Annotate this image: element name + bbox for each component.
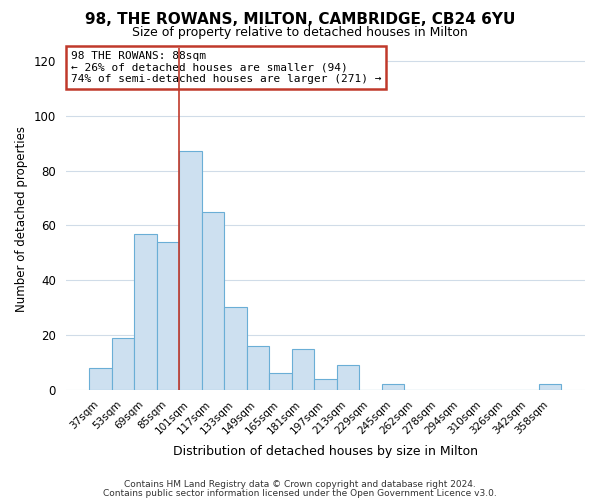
- Bar: [292, 348, 314, 390]
- Bar: [157, 242, 179, 390]
- Text: 98 THE ROWANS: 88sqm
← 26% of detached houses are smaller (94)
74% of semi-detac: 98 THE ROWANS: 88sqm ← 26% of detached h…: [71, 51, 382, 84]
- Bar: [179, 152, 202, 390]
- Bar: [247, 346, 269, 390]
- Bar: [89, 368, 112, 390]
- X-axis label: Distribution of detached houses by size in Milton: Distribution of detached houses by size …: [173, 444, 478, 458]
- Text: 98, THE ROWANS, MILTON, CAMBRIDGE, CB24 6YU: 98, THE ROWANS, MILTON, CAMBRIDGE, CB24 …: [85, 12, 515, 28]
- Text: Contains HM Land Registry data © Crown copyright and database right 2024.: Contains HM Land Registry data © Crown c…: [124, 480, 476, 489]
- Y-axis label: Number of detached properties: Number of detached properties: [15, 126, 28, 312]
- Bar: [224, 308, 247, 390]
- Bar: [382, 384, 404, 390]
- Bar: [337, 365, 359, 390]
- Bar: [539, 384, 562, 390]
- Bar: [314, 378, 337, 390]
- Text: Contains public sector information licensed under the Open Government Licence v3: Contains public sector information licen…: [103, 488, 497, 498]
- Bar: [269, 373, 292, 390]
- Bar: [134, 234, 157, 390]
- Bar: [112, 338, 134, 390]
- Text: Size of property relative to detached houses in Milton: Size of property relative to detached ho…: [132, 26, 468, 39]
- Bar: [202, 212, 224, 390]
